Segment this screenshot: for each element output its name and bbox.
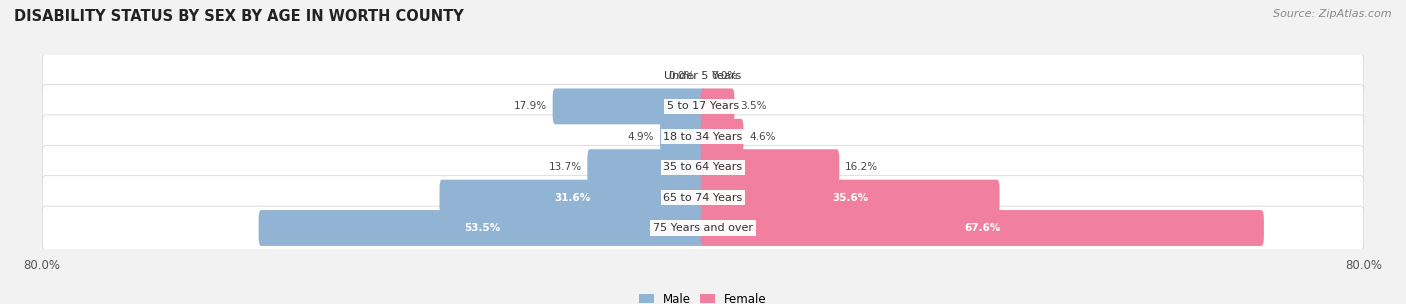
FancyBboxPatch shape: [588, 149, 706, 185]
FancyBboxPatch shape: [42, 85, 1364, 128]
Text: 35 to 64 Years: 35 to 64 Years: [664, 162, 742, 172]
Text: 17.9%: 17.9%: [513, 102, 547, 111]
Text: 4.9%: 4.9%: [627, 132, 654, 142]
Text: 5 to 17 Years: 5 to 17 Years: [666, 102, 740, 111]
Text: 75 Years and over: 75 Years and over: [652, 223, 754, 233]
FancyBboxPatch shape: [42, 206, 1364, 250]
Text: Source: ZipAtlas.com: Source: ZipAtlas.com: [1274, 9, 1392, 19]
Text: 31.6%: 31.6%: [554, 193, 591, 202]
FancyBboxPatch shape: [42, 176, 1364, 219]
FancyBboxPatch shape: [42, 115, 1364, 159]
FancyBboxPatch shape: [440, 180, 706, 216]
Text: DISABILITY STATUS BY SEX BY AGE IN WORTH COUNTY: DISABILITY STATUS BY SEX BY AGE IN WORTH…: [14, 9, 464, 24]
Text: 16.2%: 16.2%: [845, 162, 879, 172]
Text: 65 to 74 Years: 65 to 74 Years: [664, 193, 742, 202]
FancyBboxPatch shape: [659, 119, 706, 155]
FancyBboxPatch shape: [42, 54, 1364, 98]
Text: 53.5%: 53.5%: [464, 223, 501, 233]
FancyBboxPatch shape: [700, 180, 1000, 216]
Text: 18 to 34 Years: 18 to 34 Years: [664, 132, 742, 142]
Text: 35.6%: 35.6%: [832, 193, 868, 202]
FancyBboxPatch shape: [553, 88, 706, 124]
FancyBboxPatch shape: [700, 149, 839, 185]
Text: 4.6%: 4.6%: [749, 132, 776, 142]
Text: 0.0%: 0.0%: [711, 71, 738, 81]
FancyBboxPatch shape: [700, 88, 734, 124]
FancyBboxPatch shape: [700, 210, 1264, 246]
Text: 13.7%: 13.7%: [548, 162, 582, 172]
Text: 0.0%: 0.0%: [668, 71, 695, 81]
Text: 67.6%: 67.6%: [965, 223, 1001, 233]
Text: 3.5%: 3.5%: [740, 102, 766, 111]
Legend: Male, Female: Male, Female: [640, 293, 766, 304]
FancyBboxPatch shape: [700, 119, 744, 155]
Text: Under 5 Years: Under 5 Years: [665, 71, 741, 81]
FancyBboxPatch shape: [259, 210, 706, 246]
FancyBboxPatch shape: [42, 145, 1364, 189]
